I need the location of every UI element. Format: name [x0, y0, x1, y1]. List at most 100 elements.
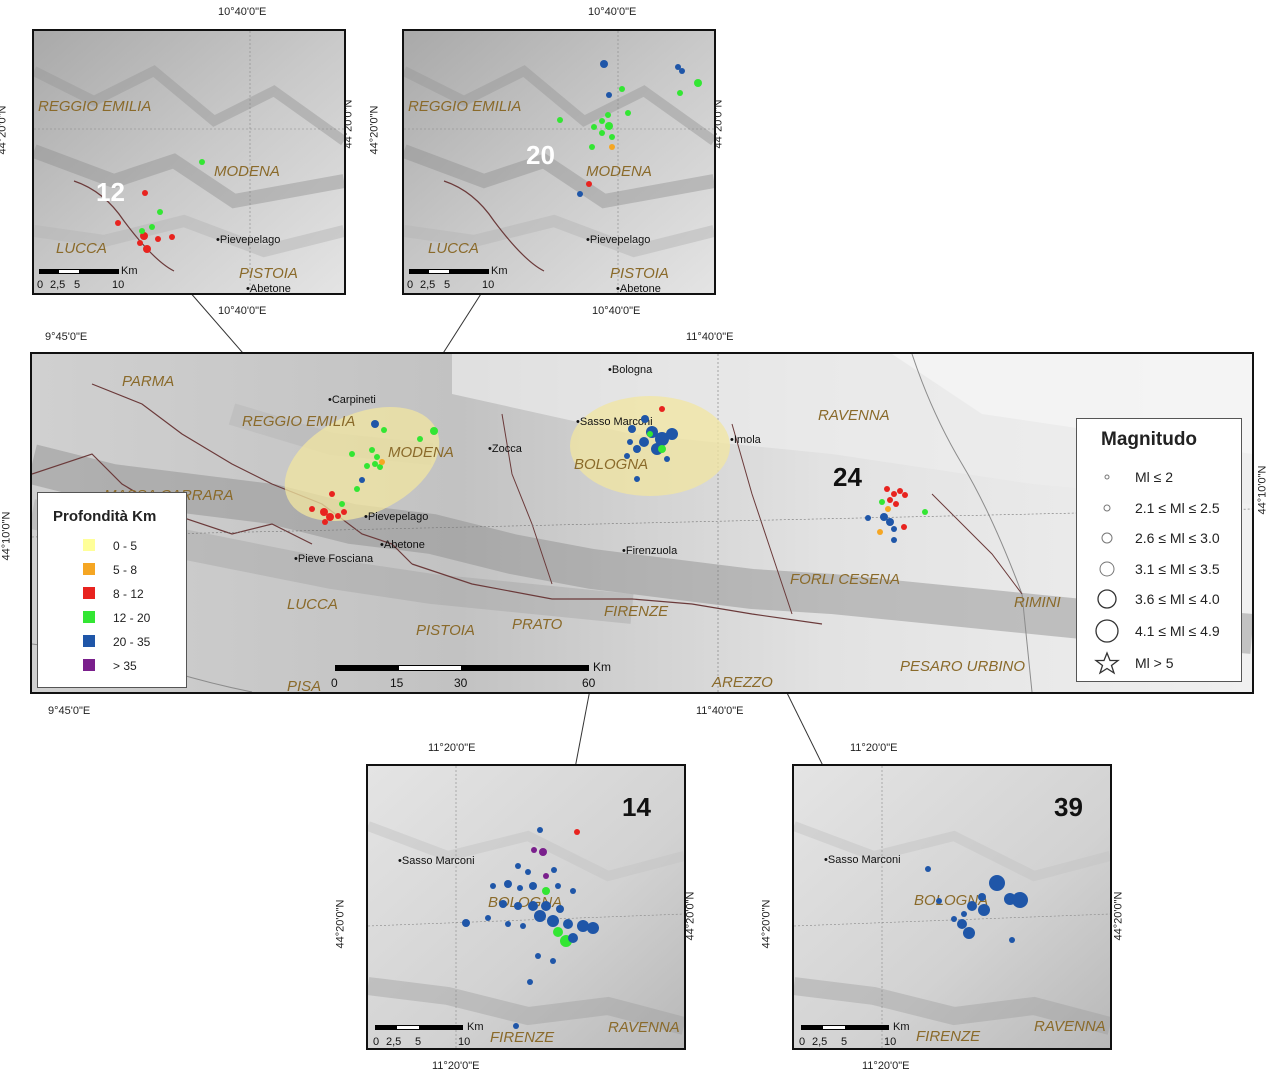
inset-12-coord-left: 44°20'0"N — [0, 105, 9, 155]
inset-39-coord-top: 11°20'0"E — [850, 742, 898, 754]
svg-text:0: 0 — [373, 1036, 379, 1048]
inset-20-town-pievepelago: •Pievepelago — [586, 234, 650, 246]
depth-swatch — [83, 563, 95, 575]
magnitude-legend-item: 2.6 ≤ Ml ≤ 3.0 — [1077, 526, 1241, 550]
depth-legend-label: 0 - 5 — [113, 539, 138, 553]
svg-text:Km: Km — [593, 660, 611, 674]
magnitude-symbol — [1095, 619, 1119, 643]
inset-20-town-abetone: •Abetone — [616, 283, 661, 293]
magnitude-legend-item: 3.6 ≤ Ml ≤ 4.0 — [1077, 587, 1241, 611]
inset-39-coord-right: 44°20'0"N — [1112, 891, 1125, 941]
depth-legend-label: 8 - 12 — [113, 587, 144, 601]
main-scale-bar: Km 0 15 30 60 — [331, 660, 611, 690]
inset-14-coord-top: 11°20'0"E — [428, 742, 476, 754]
inset-39-coord-left: 44°20'0"N — [760, 899, 773, 949]
main-region-lucca: LUCCA — [287, 596, 338, 613]
svg-text:Km: Km — [893, 1021, 910, 1033]
magnitude-symbol — [1099, 561, 1115, 577]
cluster-area-modena — [284, 406, 440, 522]
inset-39-map: •Sasso Marconi BOLOGNA FIRENZE RAVENNA 3… — [792, 764, 1112, 1050]
inset-12-region-reggio: REGGIO EMILIA — [38, 98, 151, 115]
inset-14-events — [462, 827, 599, 1029]
inset-39-scale-bar: Km 0 2,5 5 10 — [799, 1021, 910, 1048]
inset-14-region-firenze: FIRENZE — [490, 1029, 555, 1046]
main-events-bologna — [624, 406, 678, 482]
svg-text:5: 5 — [74, 279, 80, 291]
svg-text:Km: Km — [467, 1021, 484, 1033]
inset-12-events — [115, 159, 205, 253]
inset-20-events — [557, 60, 702, 197]
svg-text:10: 10 — [884, 1036, 896, 1048]
inset-12-region-modena: MODENA — [214, 163, 280, 180]
magnitude-legend-item: Ml > 5 — [1077, 651, 1241, 675]
magnitude-legend-item: 4.1 ≤ Ml ≤ 4.9 — [1077, 619, 1241, 643]
depth-swatch — [83, 539, 95, 551]
inset-12-label: 12 — [96, 177, 125, 207]
main-town-imola: •Imola — [730, 434, 762, 446]
inset-12-scale-bar: Km 0 2,5 5 10 — [37, 265, 138, 291]
depth-swatch — [83, 659, 95, 671]
inset-14-region-ravenna: RAVENNA — [608, 1019, 680, 1036]
inset-20-region-modena: MODENA — [586, 163, 652, 180]
magnitude-legend-item: 2.1 ≤ Ml ≤ 2.5 — [1077, 496, 1241, 520]
magnitude-symbol — [1104, 474, 1110, 480]
inset-39-coord-bottom: 11°20'0"E — [862, 1060, 910, 1072]
main-region-arezzo: AREZZO — [711, 674, 773, 691]
depth-legend: Profondità Km 0 - 5 5 - 8 8 - 12 12 - 20… — [37, 492, 187, 688]
magnitude-legend-title: Magnitudo — [1101, 429, 1198, 450]
magnitude-legend-item: 3.1 ≤ Ml ≤ 3.5 — [1077, 557, 1241, 581]
main-town-sasso-marconi: •Sasso Marconi — [576, 416, 653, 428]
svg-text:0: 0 — [407, 279, 413, 291]
svg-text:Km: Km — [121, 265, 138, 277]
main-region-rimini: RIMINI — [1014, 594, 1061, 611]
inset-20-coord-left: 44°20'0"N — [368, 105, 381, 155]
inset-39-region-firenze: FIRENZE — [916, 1028, 981, 1045]
depth-legend-title: Profondità Km — [53, 508, 157, 525]
magnitude-legend-item: Ml ≤ 2 — [1077, 465, 1241, 489]
inset-12-region-pistoia: PISTOIA — [239, 265, 298, 282]
main-region-prato: PRATO — [512, 616, 563, 633]
main-coord-bottom-left: 9°45'0"E — [48, 705, 91, 717]
svg-text:30: 30 — [454, 676, 468, 690]
main-region-bologna: BOLOGNA — [574, 456, 648, 473]
inset-39-events — [925, 866, 1028, 943]
main-region-pisa: PISA — [287, 678, 321, 692]
main-region-reggio: REGGIO EMILIA — [242, 413, 355, 430]
inset-20-region-pistoia: PISTOIA — [610, 265, 669, 282]
inset-14-label: 14 — [622, 792, 651, 822]
main-town-zocca: •Zocca — [488, 443, 523, 455]
svg-text:10: 10 — [112, 279, 124, 291]
main-town-bologna: •Bologna — [608, 364, 653, 376]
svg-text:0: 0 — [799, 1036, 805, 1048]
inset-39-town-sasso-marconi: •Sasso Marconi — [824, 854, 901, 866]
main-town-firenzuola: •Firenzuola — [622, 545, 678, 557]
depth-legend-label: 12 - 20 — [113, 611, 151, 625]
inset-14-coord-left: 44°20'0"N — [334, 899, 347, 949]
inset-20-coord-top: 10°40'0"E — [588, 6, 637, 18]
main-cluster-label: 24 — [833, 462, 862, 492]
main-region-pistoia: PISTOIA — [416, 622, 475, 639]
magnitude-legend-label: 3.6 ≤ Ml ≤ 4.0 — [1135, 591, 1220, 607]
inset-20-scale-bar: Km 0 2,5 5 10 — [407, 265, 508, 291]
depth-legend-label: 20 - 35 — [113, 635, 151, 649]
magnitude-legend-label: Ml ≤ 2 — [1135, 469, 1174, 485]
svg-text:2,5: 2,5 — [386, 1036, 401, 1048]
main-town-pievepelago: •Pievepelago — [364, 511, 428, 523]
inset-39-label: 39 — [1054, 792, 1083, 822]
magnitude-symbol — [1103, 504, 1111, 512]
main-town-abetone: •Abetone — [380, 539, 425, 551]
inset-39-region-bologna: BOLOGNA — [914, 892, 988, 909]
svg-text:5: 5 — [415, 1036, 421, 1048]
inset-12-map: REGGIO EMILIA MODENA LUCCA PISTOIA •Piev… — [32, 29, 346, 295]
main-region-parma: PARMA — [122, 373, 174, 390]
inset-20-map: REGGIO EMILIA MODENA LUCCA PISTOIA •Piev… — [402, 29, 716, 295]
main-map: PARMA REGGIO EMILIA MODENA MASSA CARRARA… — [30, 352, 1254, 694]
magnitude-legend-label: Ml > 5 — [1135, 655, 1174, 671]
main-coord-top-right: 11°40'0"E — [686, 331, 734, 343]
star-icon — [1094, 651, 1120, 675]
svg-text:0: 0 — [37, 279, 43, 291]
main-coord-left: 44°10'0"N — [0, 511, 13, 561]
svg-text:2,5: 2,5 — [50, 279, 65, 291]
svg-text:60: 60 — [582, 676, 596, 690]
main-region-modena: MODENA — [388, 444, 454, 461]
